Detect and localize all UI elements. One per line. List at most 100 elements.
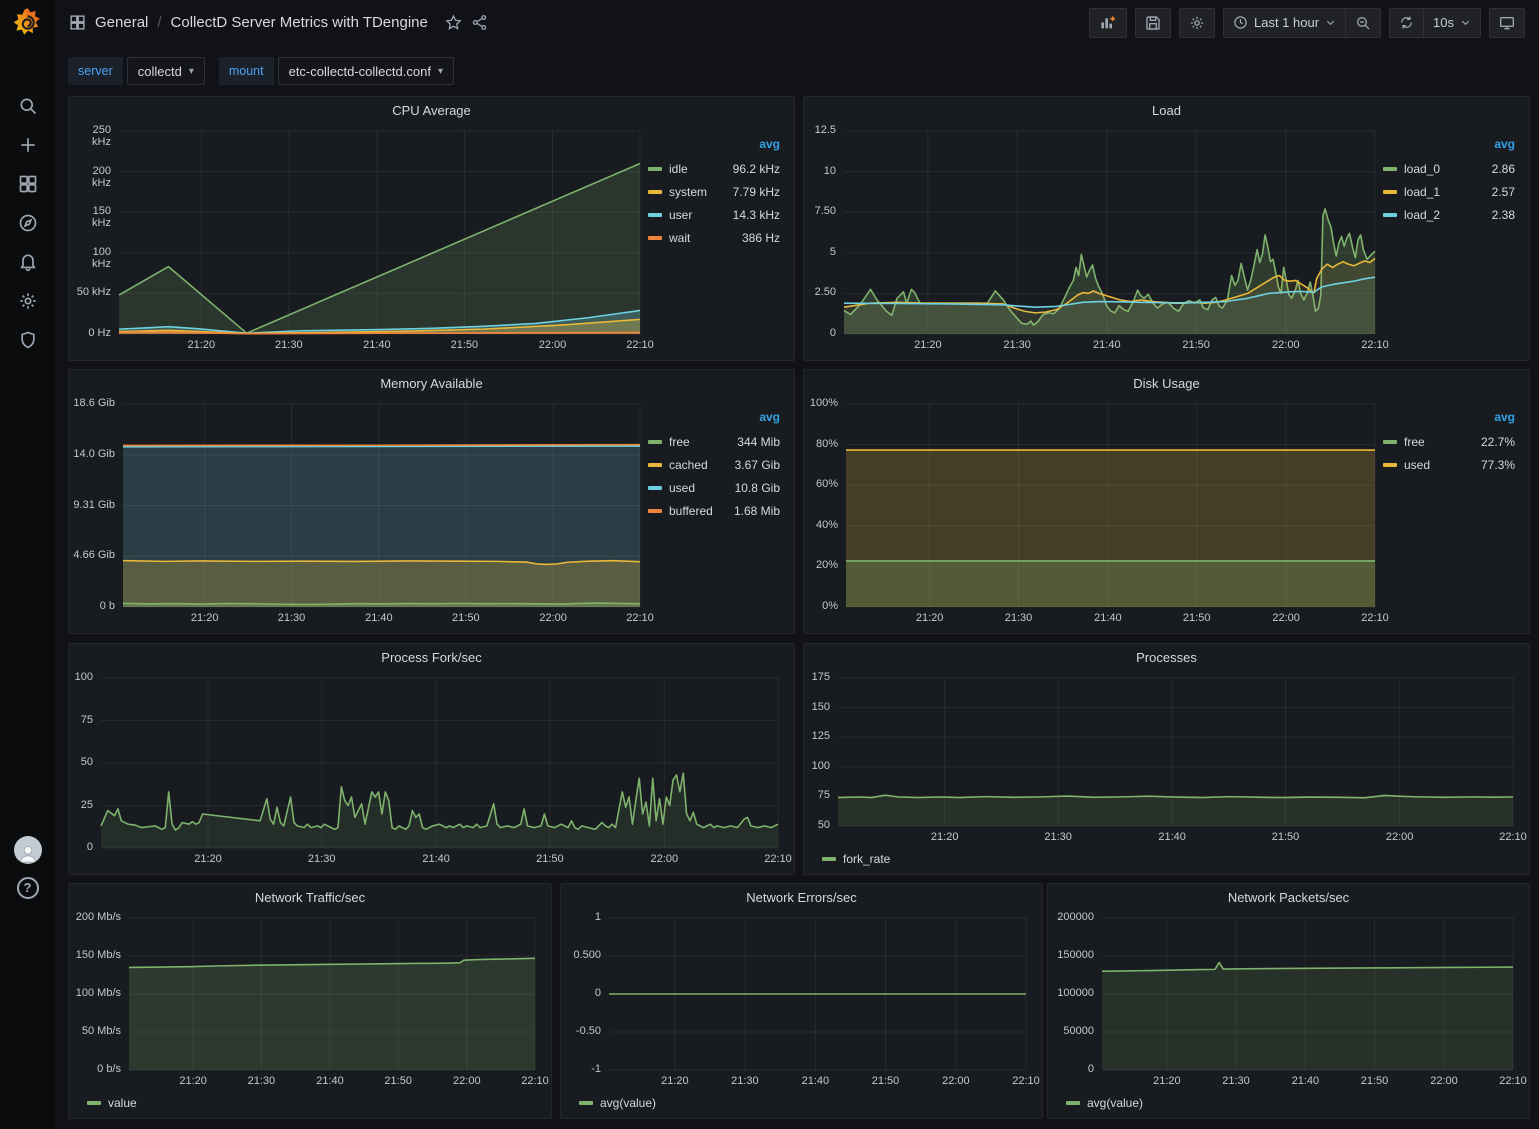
- panel-header[interactable]: Processes: [804, 644, 1529, 670]
- alerting-bell-icon[interactable]: [0, 242, 55, 281]
- configuration-gear-icon[interactable]: [0, 281, 55, 320]
- legend-series-avg: 2.57: [1491, 184, 1515, 199]
- panel-header[interactable]: Network Packets/sec: [1048, 884, 1529, 910]
- panel-header[interactable]: Disk Usage: [804, 370, 1529, 396]
- dashboards-icon[interactable]: [0, 164, 55, 203]
- y-axis-tick: 200000: [1057, 911, 1094, 923]
- legend-item-buffered[interactable]: buffered 1.68 Mib: [648, 499, 780, 522]
- y-axis-tick: 0: [829, 327, 836, 339]
- legend-avg-header[interactable]: avg: [1494, 410, 1515, 424]
- breadcrumb-folder[interactable]: General: [95, 14, 149, 31]
- add-panel-button[interactable]: [1088, 7, 1127, 38]
- plot-area[interactable]: [844, 131, 1375, 334]
- legend-series-avg: 7.79 kHz: [732, 184, 780, 199]
- legend-item-load_0[interactable]: load_0 2.86: [1383, 157, 1515, 180]
- favorite-star-icon[interactable]: [445, 14, 462, 31]
- legend-item-load_1[interactable]: load_1 2.57: [1383, 180, 1515, 203]
- x-axis-tick: 21:20: [914, 339, 942, 351]
- variable-mount-picker[interactable]: etc-collectd-collectd.conf ▾: [277, 57, 454, 85]
- plot-area[interactable]: [123, 404, 640, 607]
- panel-header[interactable]: CPU Average: [69, 97, 794, 123]
- dashboard-settings-button[interactable]: [1178, 7, 1215, 38]
- legend-item-avg(value)[interactable]: avg(value): [579, 1092, 656, 1115]
- search-icon[interactable]: [0, 86, 55, 125]
- zoom-out-button[interactable]: [1346, 7, 1382, 38]
- legend-item-load_2[interactable]: load_2 2.38: [1383, 203, 1515, 226]
- plot-area[interactable]: [101, 678, 778, 848]
- y-axis-tick: 50 kHz: [76, 286, 111, 299]
- series-line-used: [123, 446, 640, 447]
- refresh-button[interactable]: [1389, 7, 1425, 38]
- legend-item-used[interactable]: used 10.8 Gib: [648, 476, 780, 499]
- y-axis-tick: 40%: [815, 518, 838, 531]
- legend-item-free[interactable]: free 22.7%: [1383, 430, 1515, 453]
- legend-item-fork_rate[interactable]: fork_rate: [822, 848, 890, 871]
- grafana-logo-icon[interactable]: [11, 6, 44, 39]
- plot-area[interactable]: [1102, 918, 1513, 1070]
- breadcrumb: General / CollectD Server Metrics with T…: [69, 14, 488, 31]
- panel-header[interactable]: Network Traffic/sec: [69, 884, 551, 910]
- chevron-down-icon: [1461, 20, 1470, 26]
- user-avatar[interactable]: [0, 830, 55, 869]
- legend-item-avg(value)[interactable]: avg(value): [1066, 1092, 1143, 1115]
- legend-item-user[interactable]: user 14.3 kHz: [648, 203, 780, 226]
- breadcrumb-separator: /: [157, 14, 162, 31]
- legend-series-name: load_0: [1404, 161, 1441, 176]
- x-axis-tick: 21:40: [801, 1075, 830, 1087]
- legend-item-value[interactable]: value: [87, 1092, 137, 1115]
- legend-series-name: used: [1404, 457, 1431, 472]
- legend-item-idle[interactable]: idle 96.2 kHz: [648, 157, 780, 180]
- share-icon[interactable]: [471, 14, 488, 31]
- create-add-icon[interactable]: [0, 125, 55, 164]
- legend-series-name: system: [669, 184, 708, 199]
- panel-header[interactable]: Process Fork/sec: [69, 644, 794, 670]
- legend-item-wait[interactable]: wait 386 Hz: [648, 226, 780, 249]
- dashboard-title[interactable]: CollectD Server Metrics with TDengine: [170, 14, 428, 31]
- plot-area[interactable]: [129, 918, 535, 1070]
- y-axis-tick: 50 Mb/s: [81, 1025, 121, 1037]
- series-fill-idle: [119, 163, 640, 334]
- plot-area[interactable]: [119, 131, 640, 334]
- legend-series-avg: 2.38: [1491, 207, 1515, 222]
- legend-avg-header[interactable]: avg: [1494, 137, 1515, 151]
- series-fill-used: [123, 446, 640, 607]
- plot-area[interactable]: [609, 918, 1026, 1070]
- time-range-picker[interactable]: Last 1 hour: [1222, 7, 1347, 38]
- variable-server-picker[interactable]: collectd ▾: [126, 57, 205, 85]
- panel-header[interactable]: Network Errors/sec: [561, 884, 1042, 910]
- x-axis-tick: 22:10: [521, 1075, 549, 1087]
- legend-series-avg: 77.3%: [1480, 457, 1515, 472]
- server-admin-shield-icon[interactable]: [0, 320, 55, 359]
- legend-series-avg: 386 Hz: [741, 230, 780, 245]
- series-color-dash: [1383, 462, 1397, 467]
- x-axis-tick: 21:50: [450, 339, 479, 351]
- panel-header[interactable]: Memory Available: [69, 370, 794, 396]
- plot-area[interactable]: [846, 404, 1375, 607]
- y-axis-tick: 150 Mb/s: [75, 949, 121, 961]
- panel-header[interactable]: Load: [804, 97, 1529, 123]
- x-axis-tick: 21:40: [422, 853, 450, 865]
- y-axis-tick: 25: [80, 798, 93, 811]
- x-axis-tick: 22:00: [539, 612, 567, 624]
- plot-area[interactable]: [838, 678, 1513, 826]
- save-dashboard-button[interactable]: [1134, 7, 1171, 38]
- explore-compass-icon[interactable]: [0, 203, 55, 242]
- legend-item-used[interactable]: used 77.3%: [1383, 453, 1515, 476]
- help-icon[interactable]: ?: [0, 868, 55, 907]
- panel-memory-available: Memory Available 0 b 4.66 Gib 9.31 Gib 14.0…: [68, 369, 795, 634]
- legend-item-system[interactable]: system 7.79 kHz: [648, 180, 780, 203]
- tv-mode-button[interactable]: [1489, 7, 1525, 38]
- legend-item-cached[interactable]: cached 3.67 Gib: [648, 453, 780, 476]
- legend-avg-header[interactable]: avg: [759, 410, 780, 424]
- panel-network-traffic: Network Traffic/sec 0 b/s 50 Mb/s 100 Mb/s…: [68, 883, 552, 1119]
- legend-item-free[interactable]: free 344 Mib: [648, 430, 780, 453]
- refresh-interval-picker[interactable]: 10s: [1424, 7, 1481, 38]
- x-axis-tick: 22:00: [1272, 612, 1300, 624]
- legend-avg-header[interactable]: avg: [759, 137, 780, 151]
- y-axis-tick: 0 b/s: [97, 1063, 121, 1075]
- y-axis-tick: 100 Mb/s: [75, 987, 121, 999]
- legend: avg load_0 2.86 load_1 2.57 load_2 2.38: [1383, 137, 1515, 226]
- legend: avg idle 96.2 kHz system 7.79 kHz user 14.3 kH…: [648, 137, 780, 249]
- chevron-down-icon: ▾: [437, 65, 443, 77]
- series-line-buffered: [123, 445, 640, 446]
